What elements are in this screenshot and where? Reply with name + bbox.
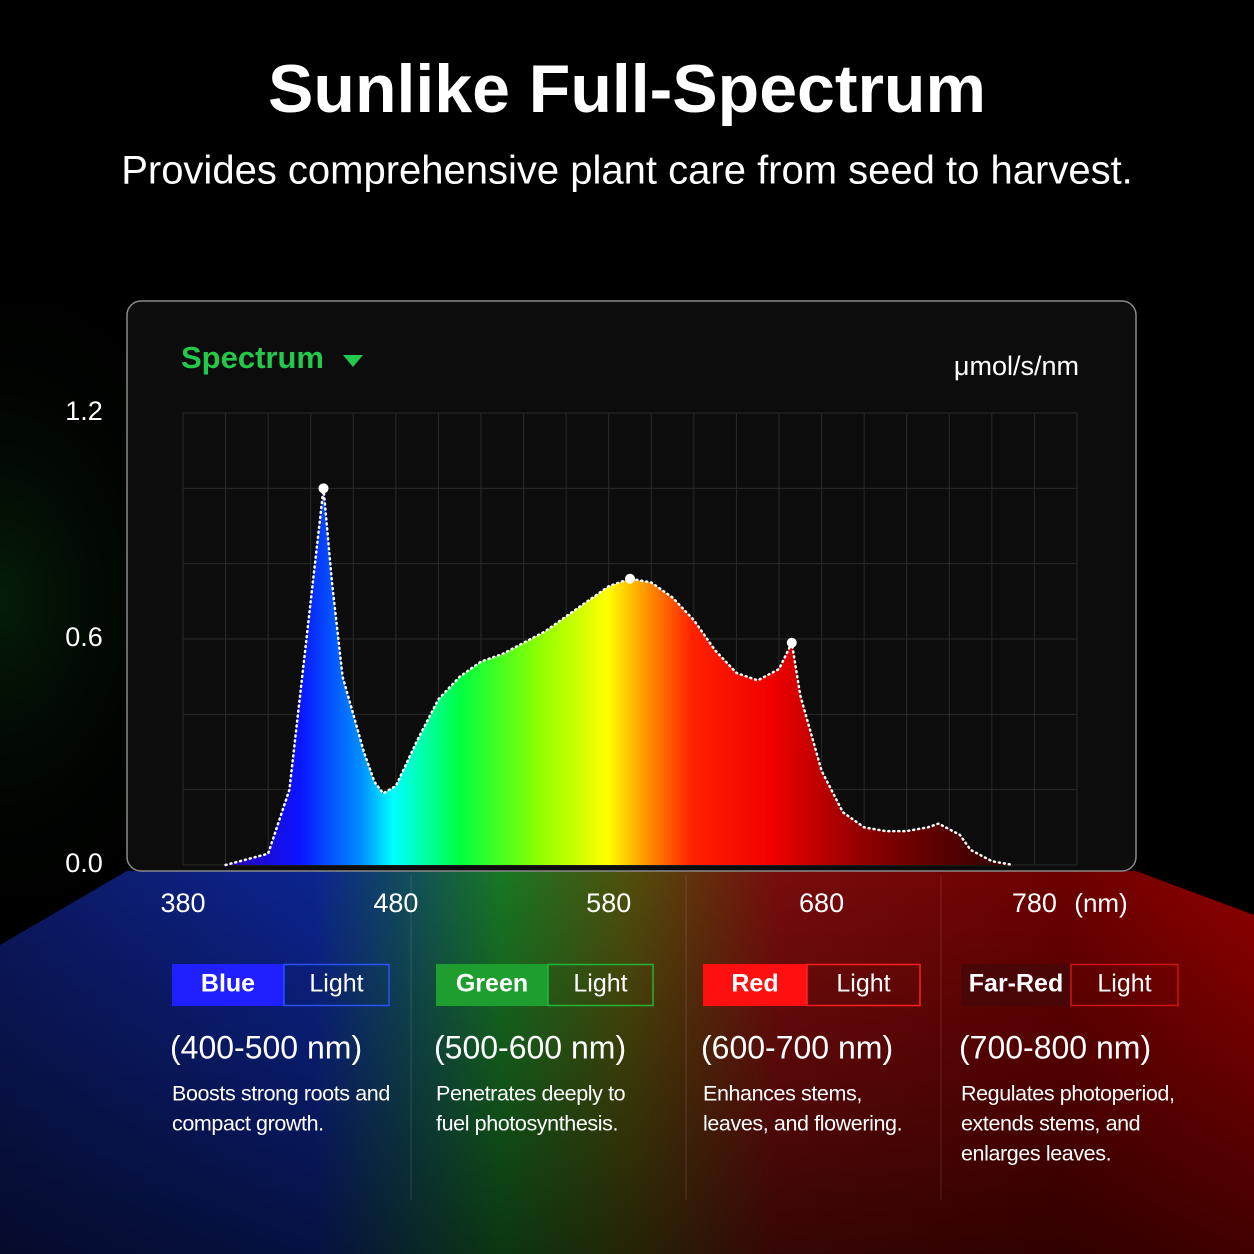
title: Sunlike Full-Spectrum [268,51,986,127]
badge-name-box [436,964,548,1006]
badge-name: Far-Red [969,970,1063,998]
band-description: extends stems, and [961,1112,1140,1136]
subtitle: Provides comprehensive plant care from s… [121,149,1133,193]
band-description: Boosts strong roots and [172,1082,390,1106]
x-tick-label: 480 [373,888,418,918]
band-description: fuel photosynthesis. [436,1112,618,1136]
badge-suffix: Light [1097,970,1151,998]
x-tick-label: 680 [799,888,844,918]
band-description: Enhances stems, [703,1082,862,1106]
band-range: (600-700 nm) [701,1029,893,1065]
band-range: (700-800 nm) [959,1029,1151,1065]
badge-suffix-box [283,963,390,1007]
x-unit: (nm) [1074,888,1127,918]
band-range: (500-600 nm) [434,1029,626,1065]
band-description: Regulates photoperiod, [961,1082,1175,1106]
badge-suffix-box [1070,963,1179,1007]
dropdown-arrow[interactable] [343,355,363,367]
band-description: enlarges leaves. [961,1142,1111,1166]
badge-suffix: Light [836,970,890,998]
badge-name: Red [731,970,778,998]
x-tick-label: 580 [586,888,631,918]
badge-name: Green [456,970,528,998]
y-unit: μmol/s/nm [954,351,1079,381]
badge-suffix: Light [309,970,363,998]
band-description: compact growth. [172,1112,324,1136]
y-tick-label: 0.6 [65,622,103,652]
peak-dot [786,637,797,648]
floor-fade [0,871,1254,1254]
band-description: leaves, and flowering. [703,1112,902,1136]
x-tick-label: 780 [1012,888,1057,918]
y-tick-label: 1.2 [65,396,103,426]
badge-name-box [961,964,1071,1006]
spectrum-selector[interactable]: Spectrum [181,340,324,375]
y-tick-label: 0.0 [65,848,103,878]
band-range: (400-500 nm) [170,1029,362,1065]
spectrum-line [224,488,1015,867]
peak-dot [318,483,329,494]
band-description: Penetrates deeply to [436,1082,626,1106]
badge-name-box [172,964,284,1006]
x-tick-label: 380 [160,888,205,918]
badge-name: Blue [201,970,255,998]
badge-suffix-box [806,963,921,1007]
spectrum-area [225,488,1014,865]
badge-suffix: Light [573,970,627,998]
peak-dot [625,573,635,584]
badge-suffix-box [547,963,654,1007]
badge-name-box [703,964,807,1006]
